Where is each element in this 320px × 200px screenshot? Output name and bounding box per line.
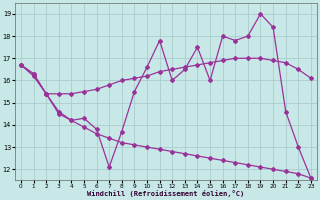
X-axis label: Windchill (Refroidissement éolien,°C): Windchill (Refroidissement éolien,°C) — [87, 190, 244, 197]
